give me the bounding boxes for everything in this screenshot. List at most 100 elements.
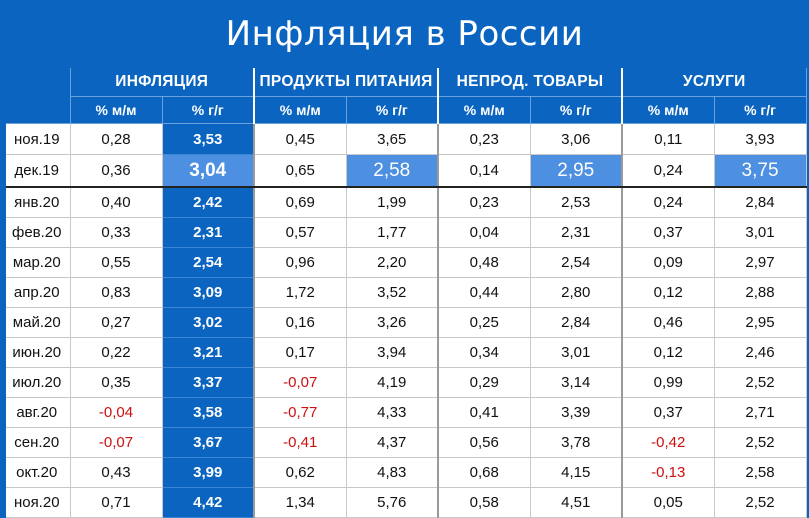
cell-services-mom: 0,05 — [622, 487, 715, 518]
month-cell: мар.20 — [6, 247, 71, 278]
cell-inflation-mom: 0,71 — [70, 487, 163, 518]
cell-food-yoy: 5,76 — [346, 487, 440, 518]
cell-nonfood-mom: 0,41 — [438, 397, 531, 428]
cell-inflation-mom: 0,35 — [70, 367, 163, 398]
cell-services-mom: -0,13 — [622, 457, 715, 488]
cell-food-mom: -0,77 — [254, 397, 347, 428]
subheader-yoy: % г/г — [346, 96, 440, 124]
cell-services-mom: 0,12 — [622, 337, 715, 368]
cell-nonfood-yoy: 3,14 — [530, 367, 624, 398]
cell-services-mom: 0,24 — [622, 187, 715, 218]
cell-inflation-mom: 0,83 — [70, 277, 163, 308]
cell-nonfood-yoy: 2,95 — [530, 154, 624, 188]
cell-nonfood-mom: 0,58 — [438, 487, 531, 518]
cell-services-mom: 0,37 — [622, 397, 715, 428]
cell-services-mom: 0,12 — [622, 277, 715, 308]
cell-food-yoy: 1,77 — [346, 217, 440, 248]
cell-nonfood-yoy: 2,53 — [530, 187, 624, 218]
cell-food-yoy: 3,26 — [346, 307, 440, 338]
cell-services-mom: 0,24 — [622, 154, 715, 188]
month-cell: июн.20 — [6, 337, 71, 368]
cell-inflation-mom: 0,33 — [70, 217, 163, 248]
cell-services-mom: -0,42 — [622, 427, 715, 458]
cell-food-yoy: 4,19 — [346, 367, 440, 398]
cell-inflation-yoy: 3,02 — [162, 307, 255, 338]
cell-services-mom: 0,46 — [622, 307, 715, 338]
cell-nonfood-yoy: 2,54 — [530, 247, 624, 278]
cell-nonfood-yoy: 4,15 — [530, 457, 624, 488]
cell-food-mom: -0,07 — [254, 367, 347, 398]
month-cell: апр.20 — [6, 277, 71, 308]
table-row: окт.20 0,43 3,99 0,62 4,83 0,68 4,15 -0,13 2,58 — [6, 457, 807, 488]
table-row: дек.19 0,36 3,04 0,65 2,58 0,14 2,95 0,24 3,75 — [6, 154, 807, 188]
month-cell: авг.20 — [6, 397, 71, 428]
cell-nonfood-yoy: 3,39 — [530, 397, 624, 428]
cell-food-yoy: 3,94 — [346, 337, 440, 368]
cell-services-yoy: 2,52 — [714, 367, 807, 398]
cell-inflation-yoy: 2,31 — [162, 217, 255, 248]
table-row: янв.20 0,40 2,42 0,69 1,99 0,23 2,53 0,24 2,84 — [6, 187, 807, 218]
table-row: авг.20 -0,04 3,58 -0,77 4,33 0,41 3,39 0,37 2,71 — [6, 397, 807, 428]
cell-food-mom: 0,62 — [254, 457, 347, 488]
subheader-mom: % м/м — [254, 96, 347, 124]
table-row: ноя.19 0,28 3,53 0,45 3,65 0,23 3,06 0,11 3,93 — [6, 123, 807, 155]
cell-services-yoy: 3,93 — [714, 123, 807, 155]
cell-nonfood-yoy: 3,06 — [530, 123, 624, 155]
month-cell: ноя.19 — [6, 123, 71, 155]
cell-inflation-yoy: 3,04 — [162, 154, 255, 188]
cell-services-yoy: 2,58 — [714, 457, 807, 488]
cell-nonfood-mom: 0,25 — [438, 307, 531, 338]
cell-nonfood-mom: 0,23 — [438, 123, 531, 155]
group-header-nonfood: НЕПРОД. ТОВАРЫ — [438, 68, 624, 97]
cell-food-mom: -0,41 — [254, 427, 347, 458]
cell-services-mom: 0,11 — [622, 123, 715, 155]
cell-nonfood-mom: 0,48 — [438, 247, 531, 278]
cell-inflation-mom: -0,07 — [70, 427, 163, 458]
cell-food-yoy: 1,99 — [346, 187, 440, 218]
month-cell: янв.20 — [6, 187, 71, 218]
cell-services-yoy: 2,71 — [714, 397, 807, 428]
cell-nonfood-mom: 0,23 — [438, 187, 531, 218]
inflation-table: ИНФЛЯЦИЯ ПРОДУКТЫ ПИТАНИЯ НЕПРОД. ТОВАРЫ… — [6, 68, 807, 518]
cell-food-yoy: 3,65 — [346, 123, 440, 155]
cell-food-mom: 1,72 — [254, 277, 347, 308]
cell-nonfood-yoy: 2,80 — [530, 277, 624, 308]
cell-inflation-mom: 0,43 — [70, 457, 163, 488]
cell-inflation-yoy: 3,53 — [162, 123, 255, 155]
cell-food-mom: 0,65 — [254, 154, 347, 188]
table-row: фев.20 0,33 2,31 0,57 1,77 0,04 2,31 0,37 3,01 — [6, 217, 807, 248]
cell-inflation-yoy: 3,99 — [162, 457, 255, 488]
cell-nonfood-mom: 0,44 — [438, 277, 531, 308]
table-row: май.20 0,27 3,02 0,16 3,26 0,25 2,84 0,46 2,95 — [6, 307, 807, 338]
month-cell: сен.20 — [6, 427, 71, 458]
cell-inflation-yoy: 3,58 — [162, 397, 255, 428]
cell-inflation-mom: 0,55 — [70, 247, 163, 278]
cell-inflation-mom: 0,36 — [70, 154, 163, 188]
cell-services-yoy: 2,84 — [714, 187, 807, 218]
cell-food-mom: 0,45 — [254, 123, 347, 155]
month-cell: окт.20 — [6, 457, 71, 488]
cell-services-mom: 0,99 — [622, 367, 715, 398]
cell-nonfood-mom: 0,29 — [438, 367, 531, 398]
table-row: апр.20 0,83 3,09 1,72 3,52 0,44 2,80 0,12 2,88 — [6, 277, 807, 308]
cell-inflation-yoy: 4,42 — [162, 487, 255, 518]
subheader-mom: % м/м — [70, 96, 163, 124]
cell-services-yoy: 2,52 — [714, 487, 807, 518]
corner-cell — [6, 68, 71, 124]
cell-inflation-mom: 0,27 — [70, 307, 163, 338]
cell-services-yoy: 2,97 — [714, 247, 807, 278]
cell-food-yoy: 4,33 — [346, 397, 440, 428]
cell-nonfood-yoy: 3,78 — [530, 427, 624, 458]
cell-food-yoy: 2,58 — [346, 154, 440, 188]
table-body: ноя.19 0,28 3,53 0,45 3,65 0,23 3,06 0,11 3,93 де… — [6, 123, 807, 518]
table-row: сен.20 -0,07 3,67 -0,41 4,37 0,56 3,78 -0,42 2,5… — [6, 427, 807, 458]
cell-food-yoy: 3,52 — [346, 277, 440, 308]
cell-food-yoy: 2,20 — [346, 247, 440, 278]
cell-inflation-mom: 0,40 — [70, 187, 163, 218]
table-row: мар.20 0,55 2,54 0,96 2,20 0,48 2,54 0,09 2,97 — [6, 247, 807, 278]
table-row: июн.20 0,22 3,21 0,17 3,94 0,34 3,01 0,12 2,46 — [6, 337, 807, 368]
cell-services-yoy: 3,01 — [714, 217, 807, 248]
cell-food-mom: 0,16 — [254, 307, 347, 338]
cell-nonfood-yoy: 3,01 — [530, 337, 624, 368]
cell-services-yoy: 3,75 — [714, 154, 807, 188]
